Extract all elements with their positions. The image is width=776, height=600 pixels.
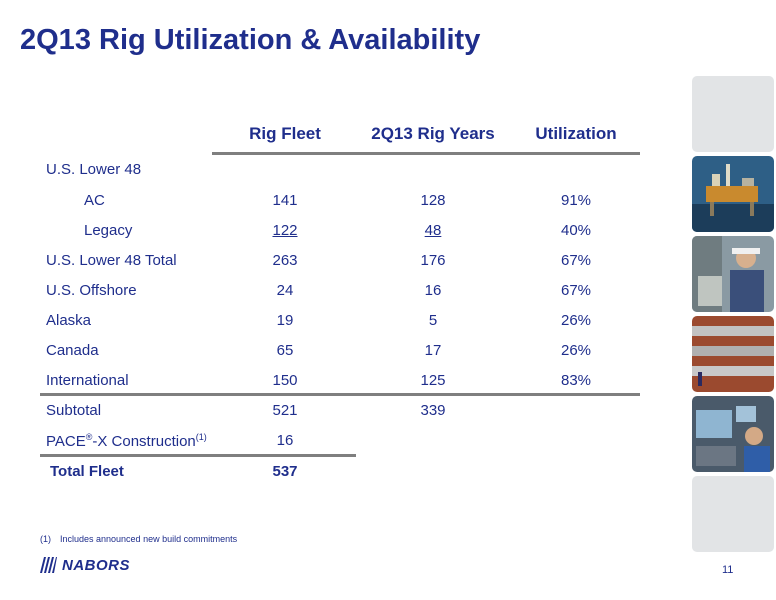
- cell-offshore-fleet: 24: [276, 282, 294, 299]
- row-label-international: International: [46, 372, 129, 389]
- footnote: (1) Includes announced new build commitme…: [40, 534, 238, 544]
- cell-legacy-util: 40%: [560, 222, 592, 239]
- row-label-us-lower-48: U.S. Lower 48: [46, 161, 142, 178]
- column-header-rig-fleet: Rig Fleet: [249, 124, 321, 143]
- footnote-reference: (1): [195, 432, 207, 442]
- cell-lower48-total-fleet: 263: [272, 252, 298, 269]
- row-label-legacy: Legacy: [84, 222, 133, 239]
- offshore-rig-photo: [692, 156, 774, 232]
- cell-ac-years: 128: [420, 192, 446, 209]
- cell-ac-fleet: 141: [272, 192, 298, 209]
- cell-offshore-years: 16: [424, 282, 442, 299]
- logo-wordmark: NABORS: [62, 556, 131, 574]
- row-label-canada: Canada: [46, 342, 99, 359]
- cell-lower48-total-years: 176: [420, 252, 446, 269]
- row-label-subtotal: Subtotal: [46, 402, 102, 419]
- cell-offshore-util: 67%: [560, 282, 592, 299]
- row-label-ac: AC: [84, 192, 105, 209]
- row-label-pace-x-construction: PACE®-X Construction(1): [46, 432, 207, 450]
- row-label-total-fleet: Total Fleet: [50, 463, 124, 480]
- cell-alaska-years: 5: [428, 312, 438, 329]
- company-logo: NABORS: [38, 556, 130, 574]
- cell-canada-util: 26%: [560, 342, 592, 359]
- control-room-photo: [692, 396, 774, 472]
- cell-pace-fleet: 16: [276, 432, 294, 449]
- cell-subtotal-fleet: 521: [272, 402, 298, 419]
- cell-legacy-years: 48: [424, 222, 442, 239]
- cell-international-fleet: 150: [272, 372, 298, 389]
- total-divider: [40, 454, 356, 457]
- worker-photo: [692, 236, 774, 312]
- cell-alaska-fleet: 19: [276, 312, 294, 329]
- blank-tile: [692, 476, 774, 552]
- cell-lower48-total-util: 67%: [560, 252, 592, 269]
- cell-international-years: 125: [420, 372, 446, 389]
- cell-alaska-util: 26%: [560, 312, 592, 329]
- cell-ac-util: 91%: [560, 192, 592, 209]
- cell-total-fleet: 537: [272, 463, 298, 480]
- page-number: 11: [722, 564, 734, 576]
- column-header-rig-years: 2Q13 Rig Years: [371, 124, 495, 143]
- cell-canada-years: 17: [424, 342, 442, 359]
- subtotal-divider: [40, 393, 640, 396]
- nabors-logo-icon: [40, 557, 57, 573]
- blank-tile: [692, 76, 774, 152]
- row-label-us-offshore: U.S. Offshore: [46, 282, 137, 299]
- page-title: 2Q13 Rig Utilization & Availability: [20, 24, 481, 56]
- header-divider: [212, 152, 640, 155]
- column-header-utilization: Utilization: [535, 124, 617, 143]
- cell-international-util: 83%: [560, 372, 592, 389]
- row-label-alaska: Alaska: [46, 312, 92, 329]
- cell-legacy-fleet: 122: [272, 222, 298, 239]
- cell-subtotal-years: 339: [420, 402, 446, 419]
- pipe-yard-photo: [692, 316, 774, 392]
- row-label-us-lower-48-total: U.S. Lower 48 Total: [46, 252, 177, 269]
- cell-canada-fleet: 65: [276, 342, 294, 359]
